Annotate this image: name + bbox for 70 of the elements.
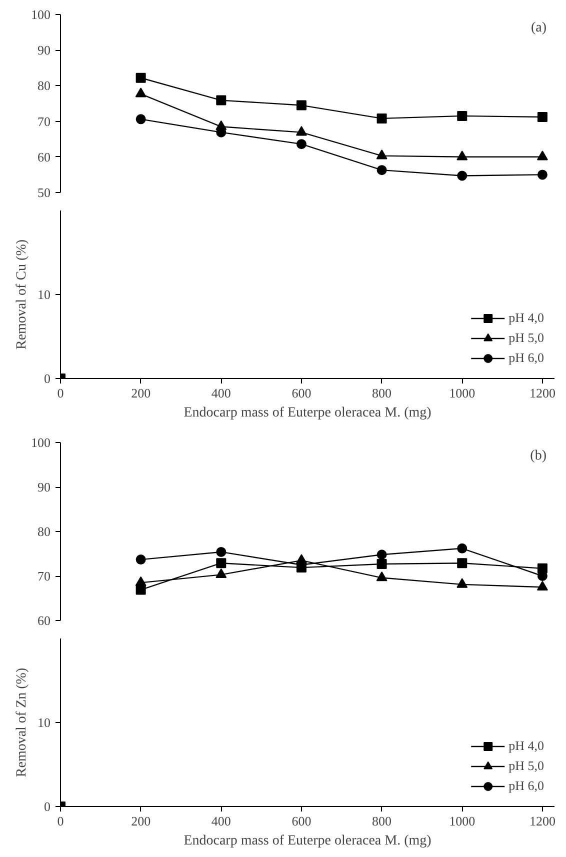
x-tick-label: 400 (211, 814, 231, 828)
x-tick-label: 800 (372, 386, 392, 400)
x-axis-title: Endocarp mass of Euterpe oleracea M. (mg) (184, 406, 432, 420)
point (537, 170, 548, 180)
x-tick-label: 800 (372, 814, 392, 828)
point (376, 113, 387, 124)
y-axis-title: Removal of Zn (%) (14, 668, 30, 778)
x-tick-label: 0 (57, 386, 64, 400)
y-tick-label: 70 (38, 568, 50, 584)
x-tick-label: 0 (57, 814, 64, 828)
x-tick-label: 200 (131, 814, 151, 828)
point (296, 100, 306, 110)
point (376, 550, 387, 560)
legend-label: pH 4,0 (508, 738, 544, 754)
x-tick-label: 1000 (449, 386, 476, 400)
point (216, 568, 227, 578)
x-axis-title: Endocarp mass of Euterpe oleracea M. (mg) (184, 834, 432, 848)
y-tick-label: 60 (38, 613, 50, 628)
y-tick-label: 60 (38, 149, 50, 164)
legend-label: pH 6,0 (508, 350, 544, 366)
point (376, 572, 388, 582)
y-tick-label: 90 (38, 42, 50, 58)
y-tick-label: 80 (38, 524, 50, 539)
point (135, 88, 146, 98)
y-tick-label: 100 (31, 435, 50, 450)
point (136, 584, 146, 595)
x-tick-label: 1200 (529, 386, 556, 400)
point (456, 150, 468, 160)
point (216, 95, 226, 106)
point (537, 112, 548, 122)
x-tick-label: 1200 (529, 814, 556, 828)
y-tick-label: 50 (38, 185, 50, 200)
point (136, 114, 146, 124)
legend-label: pH 5,0 (508, 758, 544, 774)
point (376, 165, 387, 176)
x-tick-label: 600 (292, 814, 312, 828)
point (457, 558, 468, 568)
point (376, 558, 387, 569)
x-tick-label: 1000 (449, 814, 476, 828)
point (136, 554, 146, 565)
y-tick-label: 0 (44, 371, 50, 386)
y-tick-label: 10 (38, 287, 50, 302)
y-axis-title: Removal of Cu (%) (14, 239, 30, 350)
legend-label: pH 5,0 (508, 330, 544, 346)
y-tick-label: 80 (38, 78, 50, 94)
point (457, 110, 468, 121)
point (135, 576, 146, 586)
y-tick-label: 10 (38, 715, 50, 730)
point (136, 72, 146, 83)
y-tick-label: 70 (38, 114, 50, 129)
point (296, 126, 307, 136)
point (376, 150, 388, 160)
point (457, 543, 468, 554)
x-tick-label: 600 (292, 386, 312, 400)
point (536, 580, 548, 591)
y-tick-label: 90 (38, 480, 50, 494)
annotation: (a) (530, 20, 547, 36)
y-tick-label: 0 (44, 799, 50, 814)
point (216, 546, 226, 557)
point (216, 558, 226, 568)
legend-label: pH 6,0 (508, 778, 544, 794)
point (456, 578, 468, 588)
y-tick-label: 100 (31, 7, 50, 22)
legend-label: pH 4,0 (508, 310, 544, 326)
x-tick-label: 400 (211, 386, 231, 400)
point (296, 139, 306, 150)
annotation: (b) (530, 448, 547, 464)
x-tick-label: 200 (131, 386, 151, 400)
point (536, 150, 548, 160)
point (457, 170, 468, 181)
